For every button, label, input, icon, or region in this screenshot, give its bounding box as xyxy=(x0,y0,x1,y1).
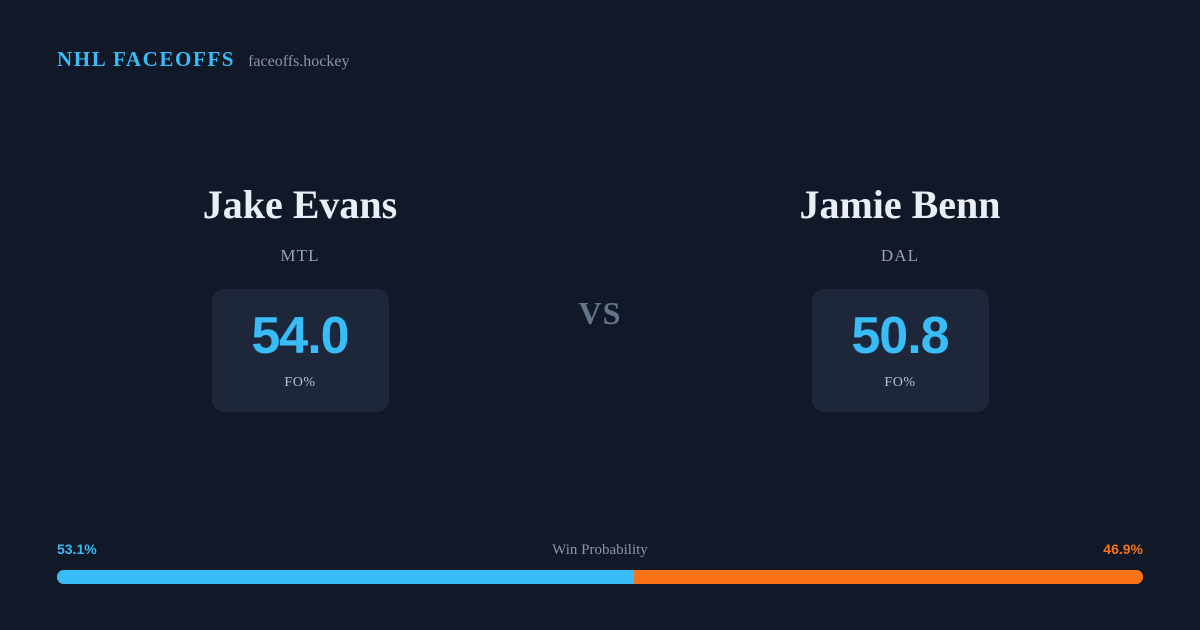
win-probability-bar-right-fill xyxy=(633,570,1143,584)
site-domain-label: faceoffs.hockey xyxy=(248,53,350,70)
player-name-right: Jamie Benn xyxy=(799,182,1001,227)
matchup-section: Jake Evans MTL 54.0 FO% VS Jamie Benn DA… xyxy=(0,185,1200,435)
player-card-right: Jamie Benn DAL 50.8 FO% xyxy=(700,185,1100,412)
stat-label-right: FO% xyxy=(884,375,916,390)
win-probability-title: Win Probability xyxy=(552,542,648,558)
brand-title: NHL FACEOFFS xyxy=(57,47,236,71)
player-name-left: Jake Evans xyxy=(202,182,398,227)
stat-value-right: 50.8 xyxy=(851,307,949,365)
win-probability-labels: 53.1% Win Probability 46.9% xyxy=(57,541,1143,559)
stat-label-left: FO% xyxy=(284,375,316,390)
player-card-left: Jake Evans MTL 54.0 FO% xyxy=(100,185,500,412)
stat-card-left: 54.0 FO% xyxy=(211,289,389,412)
win-probability-bar xyxy=(57,570,1143,584)
stat-value-left: 54.0 xyxy=(251,307,349,365)
win-probability-section: 53.1% Win Probability 46.9% xyxy=(57,541,1143,584)
win-probability-left-pct: 53.1% xyxy=(57,541,97,557)
vs-label: VS xyxy=(578,295,622,331)
stat-card-right: 50.8 FO% xyxy=(811,289,989,412)
win-probability-right-pct: 46.9% xyxy=(1103,541,1143,557)
win-probability-bar-left-fill xyxy=(57,570,634,584)
player-team-right: DAL xyxy=(880,246,920,265)
site-header: NHL FACEOFFS faceoffs.hockey xyxy=(57,47,350,72)
player-team-left: MTL xyxy=(280,246,320,265)
